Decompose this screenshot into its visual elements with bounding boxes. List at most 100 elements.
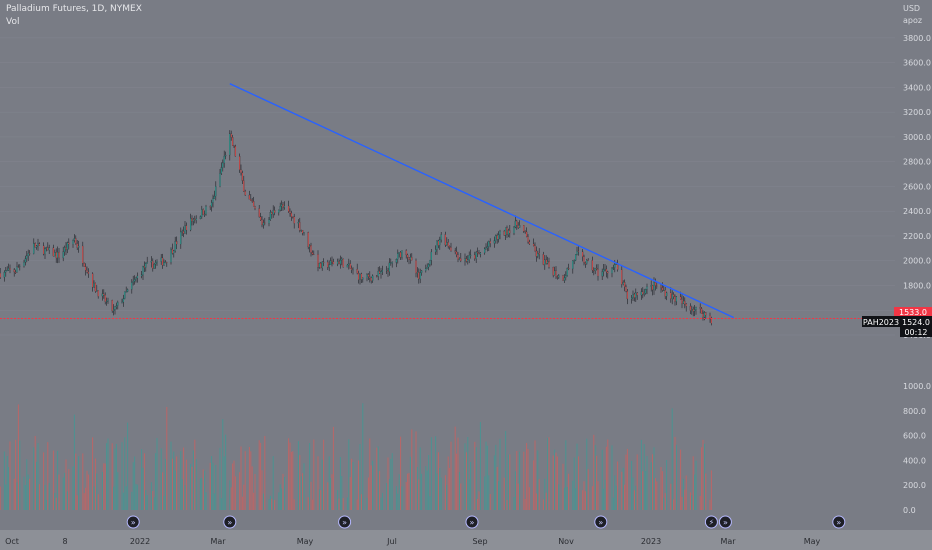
volume-bar [204, 470, 206, 510]
event-markers: » » » » » ⚡ » » [126, 515, 846, 529]
volume-bar [205, 492, 207, 510]
candle-body [593, 270, 595, 272]
candle-body [653, 282, 655, 291]
candle-body [230, 133, 232, 138]
dividend-marker-icon[interactable] [338, 515, 352, 529]
candle-body [323, 261, 325, 263]
volume-bar [626, 448, 628, 510]
volume-bar [612, 497, 614, 510]
volume-bar [250, 451, 252, 510]
candle-body [134, 279, 136, 282]
volume-bar [456, 453, 458, 510]
lightning-marker-icon[interactable] [704, 515, 718, 529]
volume-bar [320, 490, 322, 510]
candle-body [464, 258, 466, 262]
dividend-marker-icon[interactable] [718, 515, 732, 529]
candle-body [454, 250, 456, 252]
candle-body [6, 270, 8, 272]
candle-body [243, 180, 245, 192]
candle-body [517, 225, 519, 228]
candle-body [572, 260, 574, 270]
volume-bar [489, 494, 491, 510]
candle-body [650, 285, 652, 287]
volume-bar [17, 404, 19, 510]
candle-body [691, 309, 693, 311]
candle-body [83, 263, 85, 267]
volume-bar [211, 456, 213, 510]
candle-body [595, 268, 598, 270]
time-axis-bg [0, 530, 932, 550]
candle-body [643, 293, 645, 295]
volume-bar [103, 463, 105, 510]
volume-bar [650, 462, 652, 510]
candle-body [682, 300, 685, 304]
candle-body [34, 243, 36, 248]
volume-bar [673, 499, 675, 510]
volume-bar [57, 450, 59, 510]
candle-body [348, 263, 350, 266]
candle-body [204, 213, 206, 215]
volume-bar [271, 498, 273, 510]
candle-body [644, 289, 647, 294]
candle-body [367, 274, 369, 277]
candle-body [75, 238, 77, 244]
candle-body [537, 253, 539, 257]
candle-body [317, 254, 319, 268]
volume-bar [587, 469, 589, 510]
volume-bar [288, 438, 290, 510]
volume-bar [666, 460, 668, 510]
candle-body [388, 262, 390, 272]
volume-bar [192, 450, 194, 510]
dividend-marker-icon[interactable] [223, 515, 237, 529]
candle-body [282, 204, 284, 208]
candle-body [684, 300, 686, 305]
dividend-marker-icon[interactable] [832, 515, 846, 529]
candle-body [300, 230, 302, 232]
volume-bar [6, 456, 8, 510]
candle-body [695, 307, 697, 310]
dividend-marker-icon[interactable] [465, 515, 479, 529]
volume-bar [13, 478, 15, 510]
volume-bar [460, 483, 462, 510]
price-tick-label: 1800.0 [903, 281, 931, 290]
volume-bar [407, 473, 409, 510]
candle-body [523, 225, 525, 232]
candle-body [107, 300, 109, 302]
candle-body [576, 250, 578, 255]
volume-bar [352, 462, 354, 510]
volume-bar [328, 456, 330, 510]
volume-bar [289, 442, 291, 510]
volume-bar [503, 477, 505, 510]
volume-bar [342, 498, 344, 510]
candle-body [254, 206, 256, 209]
volume-bar [596, 455, 598, 510]
candle-body [524, 231, 526, 233]
volume-bar [582, 490, 584, 510]
candle-body [623, 282, 626, 287]
candle-body [527, 236, 529, 243]
volume-bar [440, 477, 442, 510]
volume-bar [496, 466, 498, 510]
candle-body [163, 262, 165, 266]
volume-bar [48, 482, 50, 510]
candle-body [5, 270, 7, 273]
candle-body [101, 293, 104, 297]
candle-body [153, 264, 155, 269]
volume-bar [274, 500, 276, 510]
volume-bar [281, 488, 283, 510]
volume-bar [615, 485, 617, 510]
symbol-tag-bg [862, 316, 900, 327]
dividend-marker-icon[interactable] [594, 515, 608, 529]
candle-body [202, 209, 204, 215]
time-axis: Oct 8 2022 Mar May Jul Sep Nov 2023 Mar May [0, 530, 932, 550]
volume-bar [300, 476, 302, 510]
volume-bar [234, 476, 236, 510]
volume-bar [547, 437, 549, 510]
candle-body [104, 294, 106, 302]
marker-glyph: » [723, 518, 728, 527]
upper-price-tag-bg [894, 307, 932, 317]
candle-body [429, 260, 431, 265]
candle-body [191, 218, 193, 222]
dividend-marker-icon[interactable] [126, 515, 140, 529]
